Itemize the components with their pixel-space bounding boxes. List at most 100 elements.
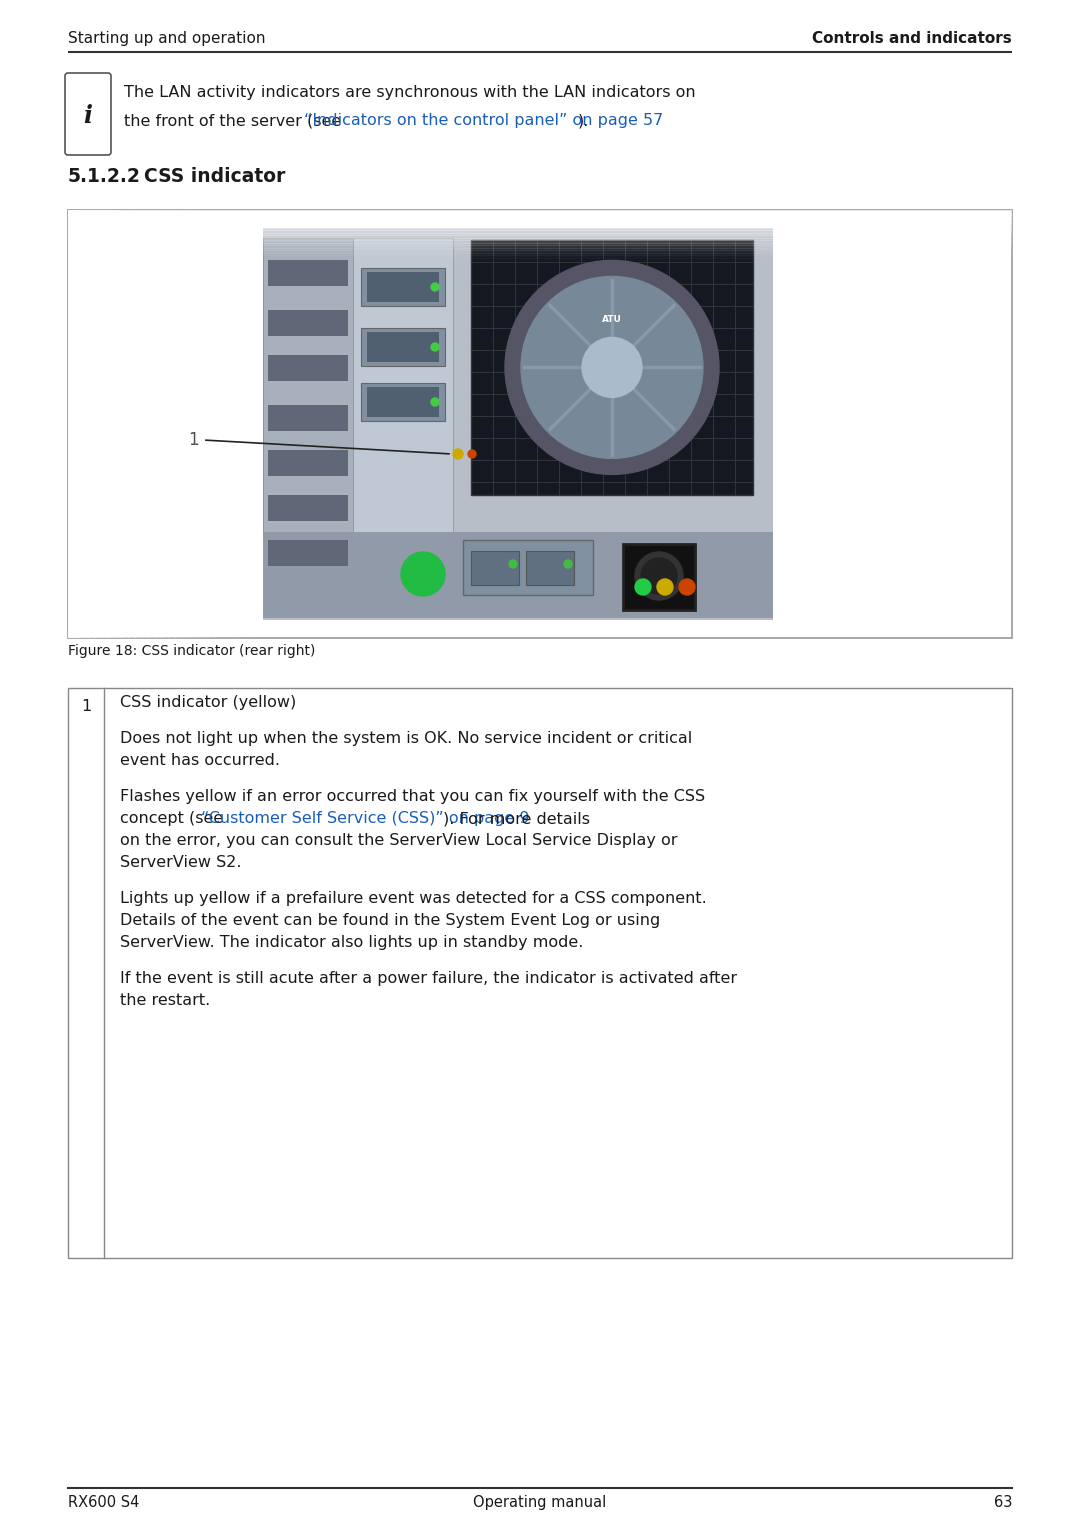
Text: ServerView S2.: ServerView S2.	[120, 855, 242, 870]
Bar	[68, 235, 1012, 238]
Bar	[353, 238, 453, 610]
Text: the front of the server (see: the front of the server (see	[124, 113, 347, 128]
Bar	[161, 211, 168, 638]
Bar	[361, 383, 445, 421]
Text: 63: 63	[994, 1495, 1012, 1511]
Circle shape	[431, 282, 438, 291]
Bar	[168, 211, 176, 638]
Text: Details of the event can be found in the System Event Log or using: Details of the event can be found in the…	[120, 913, 660, 928]
Text: 1: 1	[188, 430, 199, 449]
Text: CSS indicator (yellow): CSS indicator (yellow)	[120, 694, 296, 710]
Bar	[264, 227, 773, 620]
Bar	[108, 211, 116, 638]
Bar	[175, 211, 183, 638]
Bar	[135, 211, 143, 638]
Bar	[68, 224, 1012, 229]
Circle shape	[453, 449, 463, 459]
Bar	[471, 240, 753, 494]
Bar	[526, 551, 573, 584]
Bar	[68, 243, 1012, 246]
Bar	[268, 356, 348, 382]
Bar	[68, 232, 1012, 237]
Bar	[87, 211, 96, 638]
Text: The LAN activity indicators are synchronous with the LAN indicators on: The LAN activity indicators are synchron…	[124, 85, 696, 101]
Bar	[68, 211, 1012, 638]
Text: Operating manual: Operating manual	[473, 1495, 607, 1511]
Bar	[68, 255, 1012, 258]
Bar	[221, 211, 229, 638]
Circle shape	[431, 398, 438, 406]
Bar	[228, 211, 235, 638]
Bar	[68, 223, 1012, 226]
Bar	[268, 450, 348, 476]
Bar	[68, 230, 1012, 233]
Bar	[361, 269, 445, 307]
Circle shape	[509, 560, 517, 568]
Bar	[261, 211, 269, 638]
Bar	[75, 211, 82, 638]
Bar	[148, 211, 156, 638]
Text: Does not light up when the system is OK. No service incident or critical: Does not light up when the system is OK.…	[120, 731, 692, 746]
Bar	[361, 328, 445, 366]
Bar	[68, 238, 1012, 241]
Bar	[68, 212, 1012, 217]
Bar	[268, 540, 348, 566]
Text: i: i	[83, 104, 93, 128]
Text: ). For more details: ). For more details	[444, 810, 591, 826]
Circle shape	[431, 343, 438, 351]
Bar	[181, 211, 189, 638]
Bar	[268, 404, 348, 430]
Text: If the event is still acute after a power failure, the indicator is activated af: If the event is still acute after a powe…	[120, 971, 738, 986]
Text: RX600 S4: RX600 S4	[68, 1495, 139, 1511]
Text: ServerView. The indicator also lights up in standby mode.: ServerView. The indicator also lights up…	[120, 935, 583, 951]
Bar	[241, 211, 249, 638]
Bar	[623, 543, 696, 610]
Circle shape	[564, 560, 572, 568]
Bar	[68, 252, 1012, 256]
Circle shape	[657, 578, 673, 595]
Bar	[215, 211, 222, 638]
Bar	[102, 211, 109, 638]
Bar	[68, 211, 1012, 214]
Text: concept (see: concept (see	[120, 810, 228, 826]
Bar	[68, 688, 1012, 1257]
Text: Starting up and operation: Starting up and operation	[68, 31, 266, 46]
Text: “Customer Self Service (CSS)” on page 9: “Customer Self Service (CSS)” on page 9	[201, 810, 529, 826]
Bar	[68, 240, 1012, 244]
Text: event has occurred.: event has occurred.	[120, 752, 280, 768]
Bar	[255, 211, 262, 638]
Bar	[68, 218, 1012, 221]
Bar	[201, 211, 210, 638]
Bar	[114, 211, 122, 638]
FancyBboxPatch shape	[65, 73, 111, 156]
Bar	[264, 533, 773, 618]
Bar	[141, 211, 149, 638]
Circle shape	[505, 261, 719, 475]
Bar	[367, 388, 438, 417]
Bar	[367, 333, 438, 362]
Bar	[68, 227, 1012, 230]
Text: 5.1.2.2: 5.1.2.2	[68, 166, 140, 186]
Circle shape	[468, 450, 476, 458]
Bar	[68, 247, 1012, 250]
Bar	[68, 250, 1012, 253]
Text: ).: ).	[578, 113, 590, 128]
Text: Controls and indicators: Controls and indicators	[812, 31, 1012, 46]
Text: Flashes yellow if an error occurred that you can fix yourself with the CSS: Flashes yellow if an error occurred that…	[120, 789, 705, 804]
Bar	[68, 258, 1012, 261]
Bar	[68, 211, 76, 638]
Circle shape	[635, 578, 651, 595]
Circle shape	[642, 559, 677, 594]
Bar	[268, 310, 348, 336]
Circle shape	[679, 578, 696, 595]
Bar	[95, 211, 103, 638]
Circle shape	[635, 552, 683, 600]
Bar	[463, 540, 593, 595]
Text: Lights up yellow if a prefailure event was detected for a CSS component.: Lights up yellow if a prefailure event w…	[120, 891, 706, 906]
Bar	[81, 211, 89, 638]
Bar	[234, 211, 242, 638]
Circle shape	[401, 552, 445, 597]
Text: CSS indicator: CSS indicator	[144, 166, 285, 186]
Bar	[208, 211, 216, 638]
Text: ATU: ATU	[602, 314, 622, 324]
